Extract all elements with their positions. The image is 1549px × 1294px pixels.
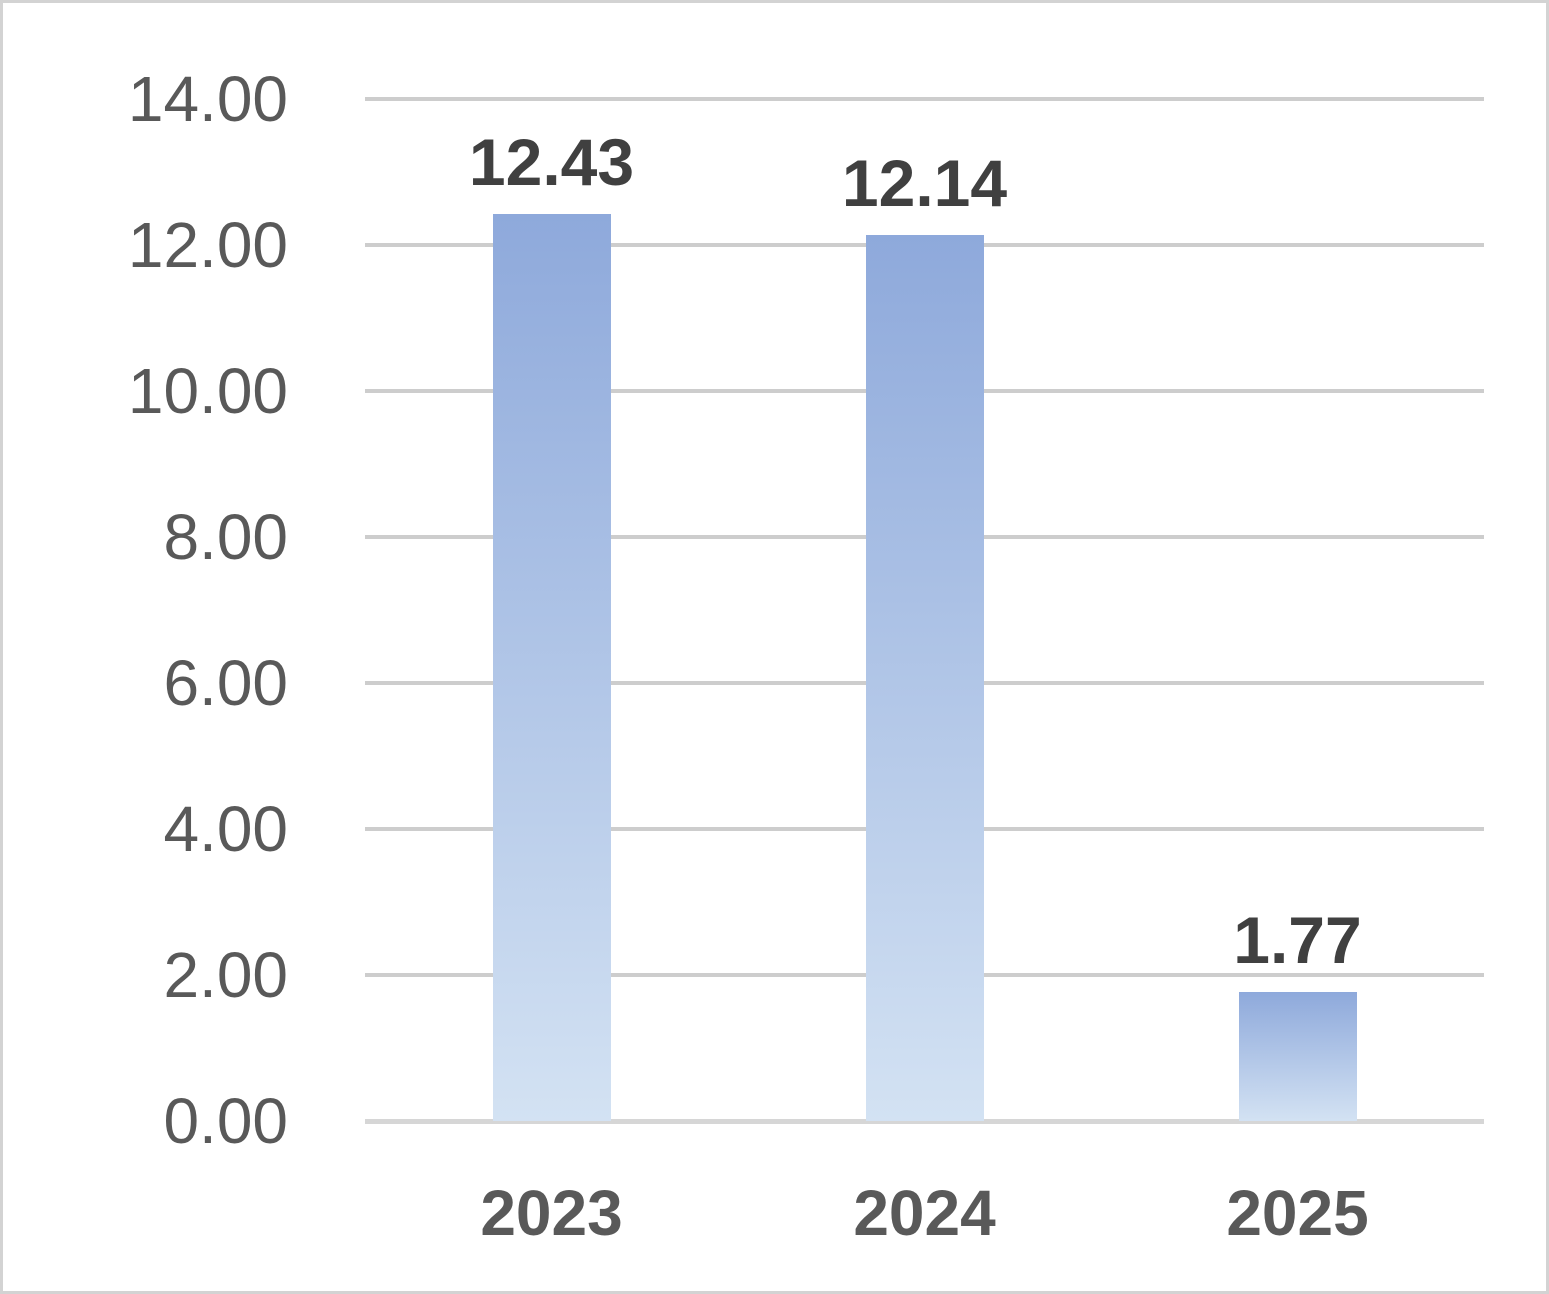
y-tick-label-10.00: 10.00 [127, 355, 288, 427]
bar-2023 [492, 213, 611, 1121]
plot-area: 12.43 12.14 1.77 [365, 97, 1484, 1124]
x-axis-line [365, 1118, 1484, 1124]
bar-2025 [1238, 991, 1357, 1121]
value-label-2025: 1.77 [1233, 902, 1362, 977]
y-tick-label-4.00: 4.00 [163, 793, 288, 865]
x-tick-label-2023: 2023 [480, 1177, 623, 1249]
y-tick-label-12.00: 12.00 [127, 209, 288, 281]
y-tick-label-2.00: 2.00 [163, 939, 288, 1011]
y-tick-label-14.00: 14.00 [127, 63, 288, 135]
x-tick-label-2025: 2025 [1226, 1177, 1369, 1249]
gridline-14.00 [365, 97, 1484, 101]
y-tick-label-6.00: 6.00 [163, 647, 288, 719]
value-label-2024: 12.14 [841, 145, 1008, 220]
y-tick-label-0.00: 0.00 [163, 1085, 288, 1157]
x-tick-label-2024: 2024 [853, 1177, 996, 1249]
y-tick-label-8.00: 8.00 [163, 501, 288, 573]
value-label-2023: 12.43 [468, 124, 635, 199]
bar-2024 [865, 234, 984, 1121]
